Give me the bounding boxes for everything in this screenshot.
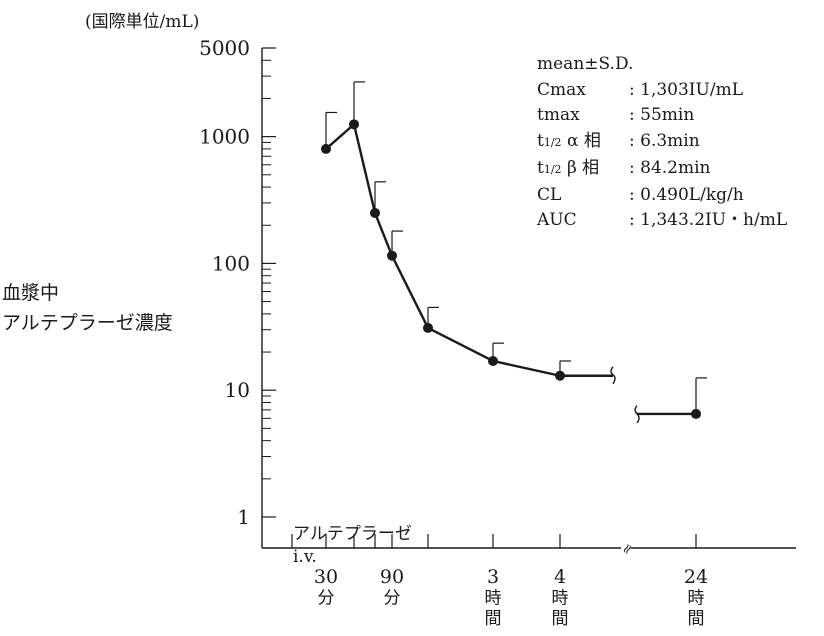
statistics-panel: mean±S.D. Cmax : 1,303IU/mL tmax : 55min t… <box>537 52 787 234</box>
x-tick-label: 3 <box>487 566 499 588</box>
x-tick-label: 間 <box>688 609 705 629</box>
x-tick-label: 90 <box>380 566 404 588</box>
x-tick-label: 時 <box>688 589 705 609</box>
data-point <box>423 322 433 333</box>
y-tick-label: 100 <box>212 251 250 275</box>
x-axis-break-mark: ≈ <box>618 540 638 558</box>
x-tick-label: 30 <box>314 566 338 588</box>
data-point <box>387 250 397 261</box>
data-point <box>321 143 331 154</box>
stat-row-half-life-beta: t1/2 β 相 : 84.2min <box>537 156 787 183</box>
stats-header-text: mean±S.D. <box>537 54 634 74</box>
y-axis-unit: (国際単位/mL) <box>85 12 199 32</box>
x-tick-label: 分 <box>318 589 335 609</box>
stat-label-cl: CL <box>537 184 562 205</box>
y-tick-label: 10 <box>225 378 250 402</box>
stat-row-cmax: Cmax : 1,303IU/mL <box>537 78 787 104</box>
annotation-route: i.v. <box>293 547 317 567</box>
line-break-mark <box>610 366 616 385</box>
stat-label-alpha-phase: α 相 <box>561 131 601 152</box>
stat-row-tmax: tmax : 55min <box>537 103 787 129</box>
stat-value-auc: : 1,343.2IU・h/mL <box>629 210 788 231</box>
stat-label-beta-phase: β 相 <box>561 157 600 178</box>
stat-value-half-life-beta: : 84.2min <box>629 157 711 178</box>
stat-row-half-life-alpha: t1/2 α 相 : 6.3min <box>537 129 787 156</box>
stat-value-half-life-alpha: : 6.3min <box>629 131 700 152</box>
data-point <box>370 207 380 218</box>
stat-value-cmax: : 1,303IU/mL <box>629 79 743 100</box>
stat-label-auc: AUC <box>537 210 577 231</box>
stat-value-cl: : 0.490L/kg/h <box>629 184 744 205</box>
x-tick-label: 間 <box>552 609 569 629</box>
x-tick-label: 24 <box>684 566 708 588</box>
stat-label-t: t <box>537 157 544 178</box>
stat-label-t: t <box>537 131 544 152</box>
data-point <box>488 355 498 366</box>
series-line <box>325 123 561 377</box>
y-tick-label: 5000 <box>199 36 250 60</box>
stat-value-tmax: : 55min <box>629 105 695 126</box>
data-point <box>691 408 701 419</box>
y-axis-label-line-2: アルテプラーゼ濃度 <box>2 312 173 334</box>
x-tick-label: 分 <box>384 589 401 609</box>
data-point <box>555 370 565 381</box>
stat-label-cmax: Cmax <box>537 79 586 100</box>
x-tick-label: 間 <box>485 609 502 629</box>
y-axis-label-line-1: 血漿中 <box>2 282 59 304</box>
stats-header: mean±S.D. <box>537 52 787 78</box>
x-tick-label: 時 <box>485 589 502 609</box>
data-point <box>349 119 359 130</box>
y-tick-label: 1000 <box>199 125 250 149</box>
x-tick-label: 4 <box>554 566 566 588</box>
stat-label-tmax: tmax <box>537 105 580 126</box>
stat-label-sub: 1/2 <box>543 162 562 176</box>
x-tick-label: 時 <box>552 589 569 609</box>
y-tick-label: 1 <box>237 505 250 529</box>
annotation-drug-name: アルテプラーゼ <box>293 524 412 544</box>
stat-row-cl: CL : 0.490L/kg/h <box>537 183 787 209</box>
stat-label-sub: 1/2 <box>543 136 562 150</box>
stat-row-auc: AUC : 1,343.2IU・h/mL <box>537 208 787 234</box>
